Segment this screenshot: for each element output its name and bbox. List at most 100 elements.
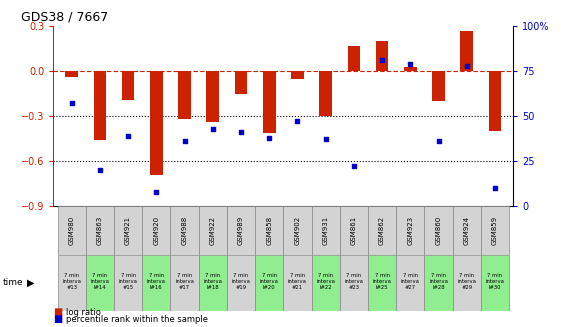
Bar <box>319 71 332 116</box>
Point <box>67 101 76 106</box>
Point <box>237 130 246 135</box>
Text: 7 min
interva
l#22: 7 min interva l#22 <box>316 273 335 290</box>
Bar <box>58 255 86 311</box>
Point <box>152 189 161 194</box>
Text: GSM989: GSM989 <box>238 216 244 245</box>
Point <box>95 167 104 173</box>
Bar <box>227 255 255 311</box>
Bar <box>263 71 275 132</box>
Text: 7 min
interva
#19: 7 min interva #19 <box>232 273 250 290</box>
Text: 7 min
interva
#21: 7 min interva #21 <box>288 273 307 290</box>
Bar <box>227 206 255 255</box>
Text: 7 min
interva
#13: 7 min interva #13 <box>62 273 81 290</box>
Point <box>462 63 471 68</box>
Bar <box>396 206 425 255</box>
Bar <box>311 206 340 255</box>
Text: GSM922: GSM922 <box>210 216 216 245</box>
Text: GSM924: GSM924 <box>464 216 470 245</box>
Text: 7 min
interva
#15: 7 min interva #15 <box>118 273 137 290</box>
Bar <box>489 71 502 131</box>
Text: ■: ■ <box>53 314 62 324</box>
Bar <box>283 206 311 255</box>
Bar <box>199 255 227 311</box>
Bar <box>453 206 481 255</box>
Text: GSM860: GSM860 <box>435 216 442 245</box>
Bar <box>114 206 142 255</box>
Text: GSM859: GSM859 <box>492 216 498 245</box>
Text: GSM931: GSM931 <box>323 216 329 245</box>
Point <box>180 139 189 144</box>
Bar <box>425 206 453 255</box>
Text: GSM862: GSM862 <box>379 216 385 245</box>
Bar <box>171 255 199 311</box>
Text: GDS38 / 7667: GDS38 / 7667 <box>21 10 108 24</box>
Text: ▶: ▶ <box>27 278 34 288</box>
Bar <box>255 206 283 255</box>
Bar <box>58 206 86 255</box>
Bar <box>86 255 114 311</box>
Point <box>208 126 217 131</box>
Point <box>321 137 330 142</box>
Bar <box>404 67 417 71</box>
Point <box>378 58 387 63</box>
Bar <box>340 206 368 255</box>
Bar <box>291 71 304 78</box>
Bar <box>347 46 360 71</box>
Point <box>434 139 443 144</box>
Point <box>350 164 358 169</box>
Bar <box>142 206 171 255</box>
Bar <box>178 71 191 119</box>
Bar <box>206 71 219 122</box>
Bar <box>86 206 114 255</box>
Text: ■: ■ <box>53 307 62 317</box>
Bar <box>150 71 163 175</box>
Text: log ratio: log ratio <box>66 308 101 317</box>
Point <box>293 119 302 124</box>
Bar <box>199 206 227 255</box>
Bar <box>171 206 199 255</box>
Bar <box>311 255 340 311</box>
Bar <box>453 255 481 311</box>
Point <box>265 135 274 140</box>
Text: 7 min
interva
#23: 7 min interva #23 <box>344 273 364 290</box>
Bar <box>481 206 509 255</box>
Text: GSM920: GSM920 <box>153 216 159 245</box>
Text: GSM980: GSM980 <box>68 216 75 245</box>
Bar <box>65 71 78 77</box>
Text: 7 min
interva
l#18: 7 min interva l#18 <box>203 273 222 290</box>
Bar <box>376 41 388 71</box>
Bar <box>283 255 311 311</box>
Text: 7 min
interva
#27: 7 min interva #27 <box>401 273 420 290</box>
Text: GSM861: GSM861 <box>351 216 357 245</box>
Text: 7 min
interva
l#14: 7 min interva l#14 <box>90 273 109 290</box>
Bar <box>114 255 142 311</box>
Bar <box>368 255 396 311</box>
Bar <box>234 71 247 94</box>
Point <box>406 61 415 66</box>
Point <box>490 185 499 191</box>
Bar <box>142 255 171 311</box>
Text: GSM902: GSM902 <box>295 216 301 245</box>
Text: GSM988: GSM988 <box>182 216 187 245</box>
Text: time: time <box>3 278 24 287</box>
Bar <box>481 255 509 311</box>
Text: GSM863: GSM863 <box>97 216 103 245</box>
Text: 7 min
interva
#17: 7 min interva #17 <box>175 273 194 290</box>
Bar <box>425 255 453 311</box>
Bar <box>432 71 445 101</box>
Text: GSM858: GSM858 <box>266 216 272 245</box>
Text: percentile rank within the sample: percentile rank within the sample <box>66 315 208 324</box>
Bar <box>255 255 283 311</box>
Text: 7 min
interva
l#30: 7 min interva l#30 <box>485 273 504 290</box>
Bar <box>340 255 368 311</box>
Text: 7 min
interva
l#16: 7 min interva l#16 <box>147 273 165 290</box>
Bar <box>461 31 473 71</box>
Bar <box>368 206 396 255</box>
Text: 7 min
interva
#29: 7 min interva #29 <box>457 273 476 290</box>
Bar <box>396 255 425 311</box>
Text: 7 min
interva
l#20: 7 min interva l#20 <box>260 273 279 290</box>
Text: GSM921: GSM921 <box>125 216 131 245</box>
Text: GSM923: GSM923 <box>407 216 413 245</box>
Text: 7 min
interva
l#25: 7 min interva l#25 <box>373 273 392 290</box>
Bar <box>94 71 106 140</box>
